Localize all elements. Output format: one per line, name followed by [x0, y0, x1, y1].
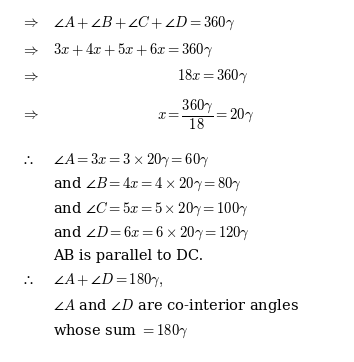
- Text: and $\angle C = 5x = 5 \times 20° = 100°$: and $\angle C = 5x = 5 \times 20° = 100°…: [53, 199, 248, 218]
- Text: $\therefore$: $\therefore$: [21, 153, 34, 167]
- Text: and $\angle D = 6x = 6 \times 20° = 120°$: and $\angle D = 6x = 6 \times 20° = 120°…: [53, 224, 250, 242]
- Text: $\angle A$ and $\angle D$ are co-interior angles: $\angle A$ and $\angle D$ are co-interio…: [53, 297, 299, 315]
- Text: and $\angle B = 4x = 4 \times 20° = 80°$: and $\angle B = 4x = 4 \times 20° = 80°$: [53, 176, 241, 193]
- Text: $3x + 4x + 5x + 6x = 360°$: $3x + 4x + 5x + 6x = 360°$: [53, 42, 213, 59]
- Text: AB is parallel to DC.: AB is parallel to DC.: [53, 249, 203, 263]
- Text: $\therefore$: $\therefore$: [21, 273, 34, 287]
- Text: whose sum $= 180°$: whose sum $= 180°$: [53, 323, 188, 340]
- Text: $\angle A + \angle B + \angle C + \angle D = 360°$: $\angle A + \angle B + \angle C + \angle…: [53, 14, 235, 32]
- Text: $\Rightarrow$: $\Rightarrow$: [21, 16, 39, 30]
- Text: $\angle A + \angle D = 180°,$: $\angle A + \angle D = 180°,$: [53, 272, 163, 289]
- Text: $\Rightarrow$: $\Rightarrow$: [21, 44, 39, 58]
- Text: $\Rightarrow$: $\Rightarrow$: [21, 108, 39, 122]
- Text: $x = \dfrac{360°}{18} = 20°$: $x = \dfrac{360°}{18} = 20°$: [156, 98, 253, 132]
- Text: $\Rightarrow$: $\Rightarrow$: [21, 70, 39, 84]
- Text: $18x = 360°$: $18x = 360°$: [177, 68, 248, 85]
- Text: $\angle A = 3x = 3 \times 20° = 60°$: $\angle A = 3x = 3 \times 20° = 60°$: [53, 151, 209, 169]
